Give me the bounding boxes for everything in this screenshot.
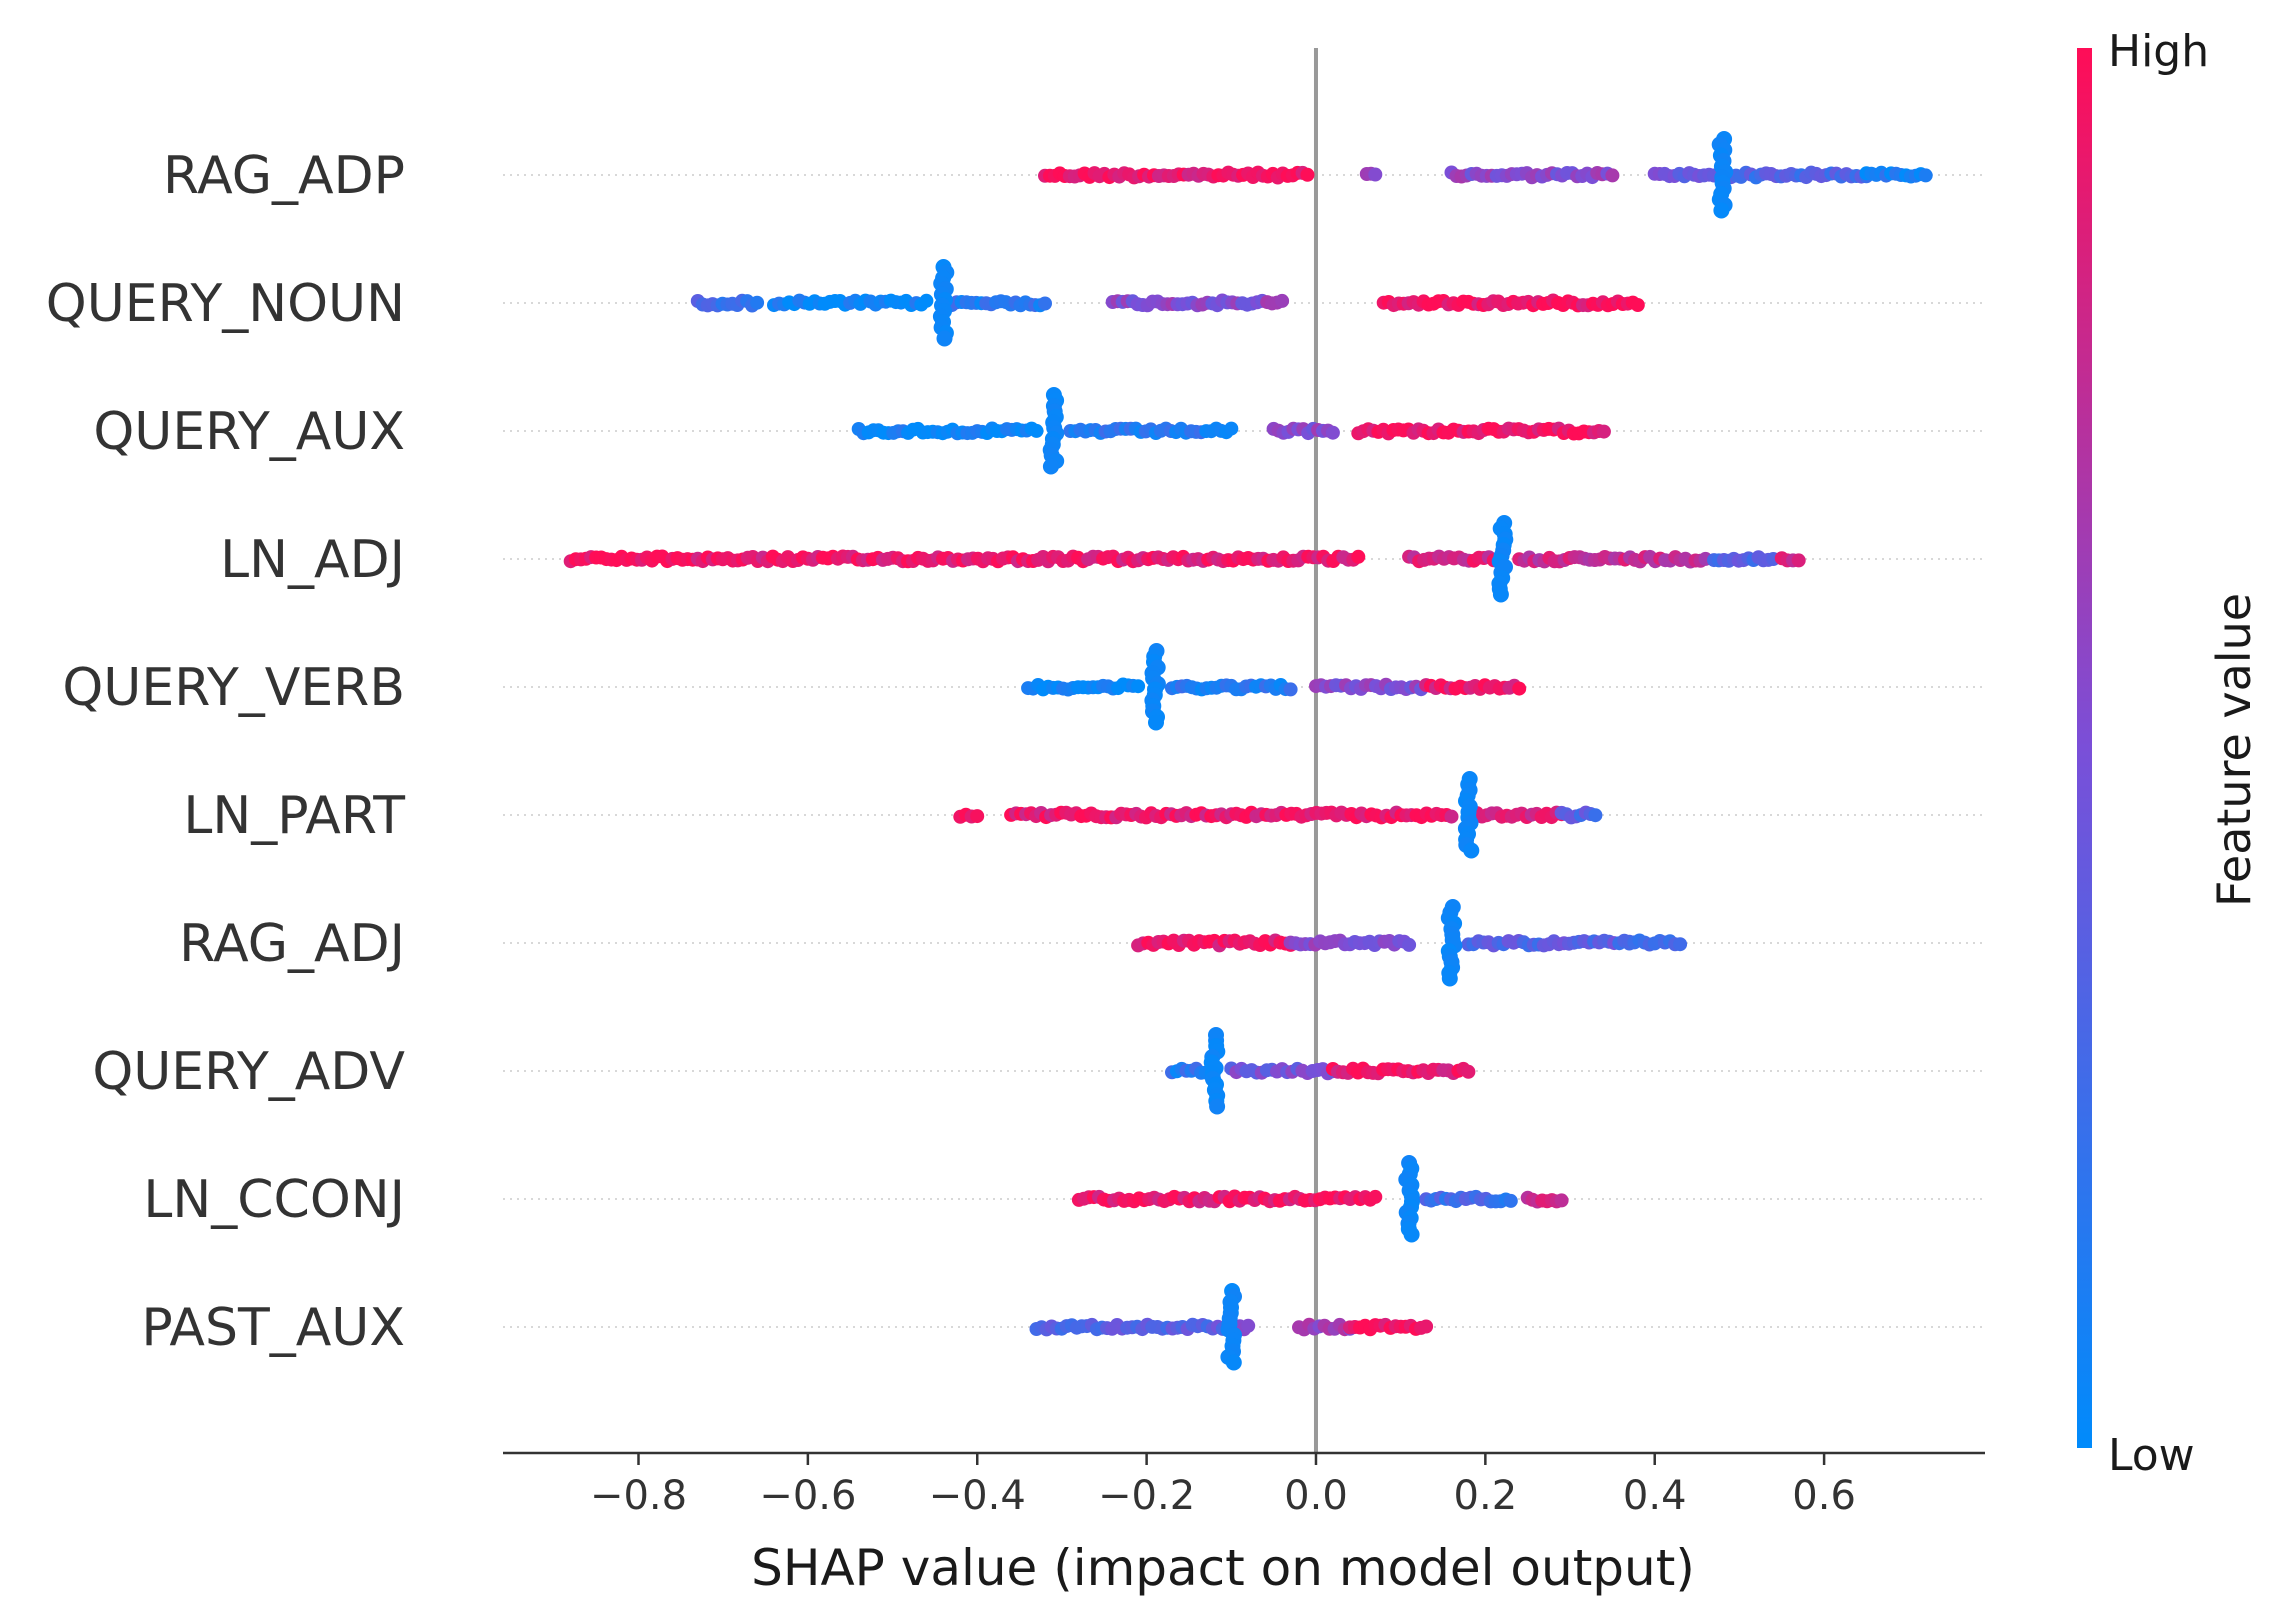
x-tick-label: 0.2 <box>1454 1473 1518 1519</box>
shap-point <box>1461 1064 1476 1079</box>
colorbar-title: Feature value <box>2207 593 2261 907</box>
shap-point <box>1224 421 1239 436</box>
shap-point <box>1283 682 1298 697</box>
shap-point <box>1038 296 1052 311</box>
x-axis: −0.8 −0.6 −0.4 −0.2 0.0 0.2 0.4 0.6 <box>503 1451 1985 1519</box>
shap-point <box>1402 937 1417 952</box>
shap-point <box>1368 167 1383 182</box>
shap-point <box>1444 809 1459 824</box>
shap-point <box>1791 553 1806 568</box>
shap-point <box>970 809 985 824</box>
beeswarm-points <box>563 131 1933 1371</box>
x-axis-title: SHAP value (impact on model output) <box>751 1539 1695 1597</box>
shap-point <box>1630 298 1645 312</box>
shap-point <box>1241 1318 1256 1333</box>
shap-point <box>1588 808 1603 823</box>
feature-label: QUERY_ADV <box>92 1042 405 1102</box>
shap-point-cluster <box>1148 714 1164 731</box>
feature-label: QUERY_AUX <box>93 402 405 462</box>
shap-point <box>1596 424 1611 439</box>
shap-point <box>1554 1193 1569 1208</box>
shap-point <box>1300 167 1315 182</box>
colorbar-high-label: High <box>2108 26 2209 77</box>
shap-point-cluster <box>1403 1226 1420 1243</box>
shap-point <box>1918 168 1933 183</box>
x-tick-label: 0.0 <box>1284 1473 1348 1519</box>
shap-point <box>1325 425 1340 440</box>
shap-point-cluster <box>1713 202 1730 219</box>
feature-label: QUERY_NOUN <box>46 274 405 334</box>
row-gridlines <box>503 174 1985 1328</box>
shap-point-cluster <box>936 330 953 347</box>
x-tick-label: −0.8 <box>590 1473 687 1519</box>
feature-label: RAG_ADP <box>163 146 405 206</box>
shap-point <box>1605 168 1620 183</box>
shap-point-cluster <box>1225 1354 1242 1371</box>
x-tick-label: −0.4 <box>929 1473 1026 1519</box>
shap-point <box>1503 1193 1518 1208</box>
x-tick-label: −0.2 <box>1098 1473 1195 1519</box>
feature-label: QUERY_VERB <box>62 658 405 718</box>
colorbar-gradient <box>2077 48 2092 1448</box>
shap-point <box>1673 937 1688 952</box>
x-tick-label: 0.6 <box>1792 1473 1856 1519</box>
shap-point <box>750 295 765 310</box>
feature-label: PAST_AUX <box>141 1298 405 1358</box>
x-tick-label: −0.6 <box>759 1473 856 1519</box>
feature-label: LN_CCONJ <box>143 1170 405 1230</box>
colorbar-low-label: Low <box>2108 1430 2195 1481</box>
shap-point <box>1351 549 1366 564</box>
shap-point-cluster <box>1209 1098 1226 1115</box>
shap-point <box>1029 423 1044 438</box>
shap-point <box>919 293 934 308</box>
colorbar: High Low Feature value <box>2077 26 2261 1481</box>
shap-point <box>1512 681 1527 696</box>
shap-point-cluster <box>1492 586 1509 603</box>
shap-point-cluster <box>1441 970 1458 987</box>
x-tick-label: 0.4 <box>1623 1473 1687 1519</box>
shap-point-cluster <box>1042 458 1059 475</box>
shap-point <box>1275 293 1290 308</box>
feature-labels: RAG_ADP QUERY_NOUN QUERY_AUX LN_ADJ QUERY_VE… <box>46 146 406 1358</box>
feature-label: LN_ADJ <box>220 530 405 590</box>
shap-point <box>1419 1319 1434 1334</box>
shap-point <box>1131 679 1146 694</box>
shap-point-cluster <box>1463 842 1480 859</box>
shap-point <box>1368 1189 1383 1204</box>
feature-label: LN_PART <box>183 786 405 846</box>
feature-label: RAG_ADJ <box>179 914 405 974</box>
